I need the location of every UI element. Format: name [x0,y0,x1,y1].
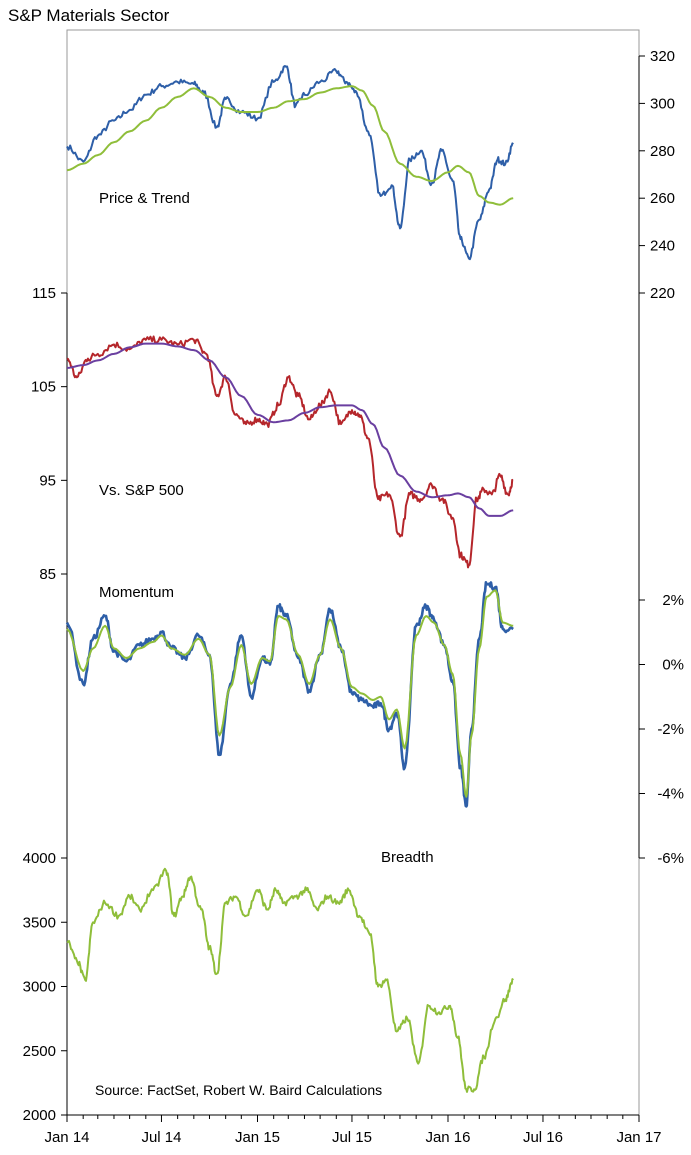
x-tick-label: Jan 14 [44,1129,89,1146]
series-line-1-2 [66,85,514,206]
y-tick-label: 105 [31,379,56,396]
y-tick-label: 220 [650,285,675,302]
series-line-1-1 [66,65,514,261]
series-line-2-1 [66,335,514,569]
series-line-3-1 [65,580,514,808]
y-tick-label: 95 [39,472,56,489]
x-tick-label: Jul 16 [523,1129,563,1146]
y-tick-label: 115 [32,285,56,302]
x-tick-label: Jul 14 [141,1129,181,1146]
y-tick-label: 2500 [23,1043,56,1060]
x-tick-label: Jan 17 [616,1129,661,1146]
y-tick-label: -4% [657,786,684,803]
panel-label: Price & Trend [99,190,190,207]
x-tick-label: Jan 15 [235,1129,280,1146]
y-tick-label: 240 [650,238,675,255]
x-tick-label: Jul 15 [332,1129,372,1146]
x-tick-label: Jan 16 [425,1129,470,1146]
y-tick-label: 2000 [23,1107,56,1124]
y-tick-label: 3500 [23,914,56,931]
y-tick-label: 300 [650,95,675,112]
y-tick-label: 0% [662,657,684,674]
series-line-2-2 [66,342,514,517]
y-tick-label: 2% [662,592,684,609]
panel-label: Breadth [381,849,434,866]
y-tick-label: -6% [657,850,684,867]
y-tick-label: 3000 [23,979,56,996]
series-line-3-2 [66,589,514,798]
series-line-4-1 [66,867,514,1093]
source-note: Source: FactSet, Robert W. Baird Calcula… [95,1082,382,1098]
y-tick-label: 320 [650,48,675,65]
y-tick-label: -2% [657,721,684,738]
y-tick-label: 280 [650,143,675,160]
y-tick-label: 260 [650,190,675,207]
panel-label: Vs. S&P 500 [99,482,184,499]
chart-title: S&P Materials Sector [8,6,170,25]
y-tick-label: 4000 [23,850,56,867]
y-tick-label: 85 [39,566,56,583]
panel-label: Momentum [99,584,174,601]
